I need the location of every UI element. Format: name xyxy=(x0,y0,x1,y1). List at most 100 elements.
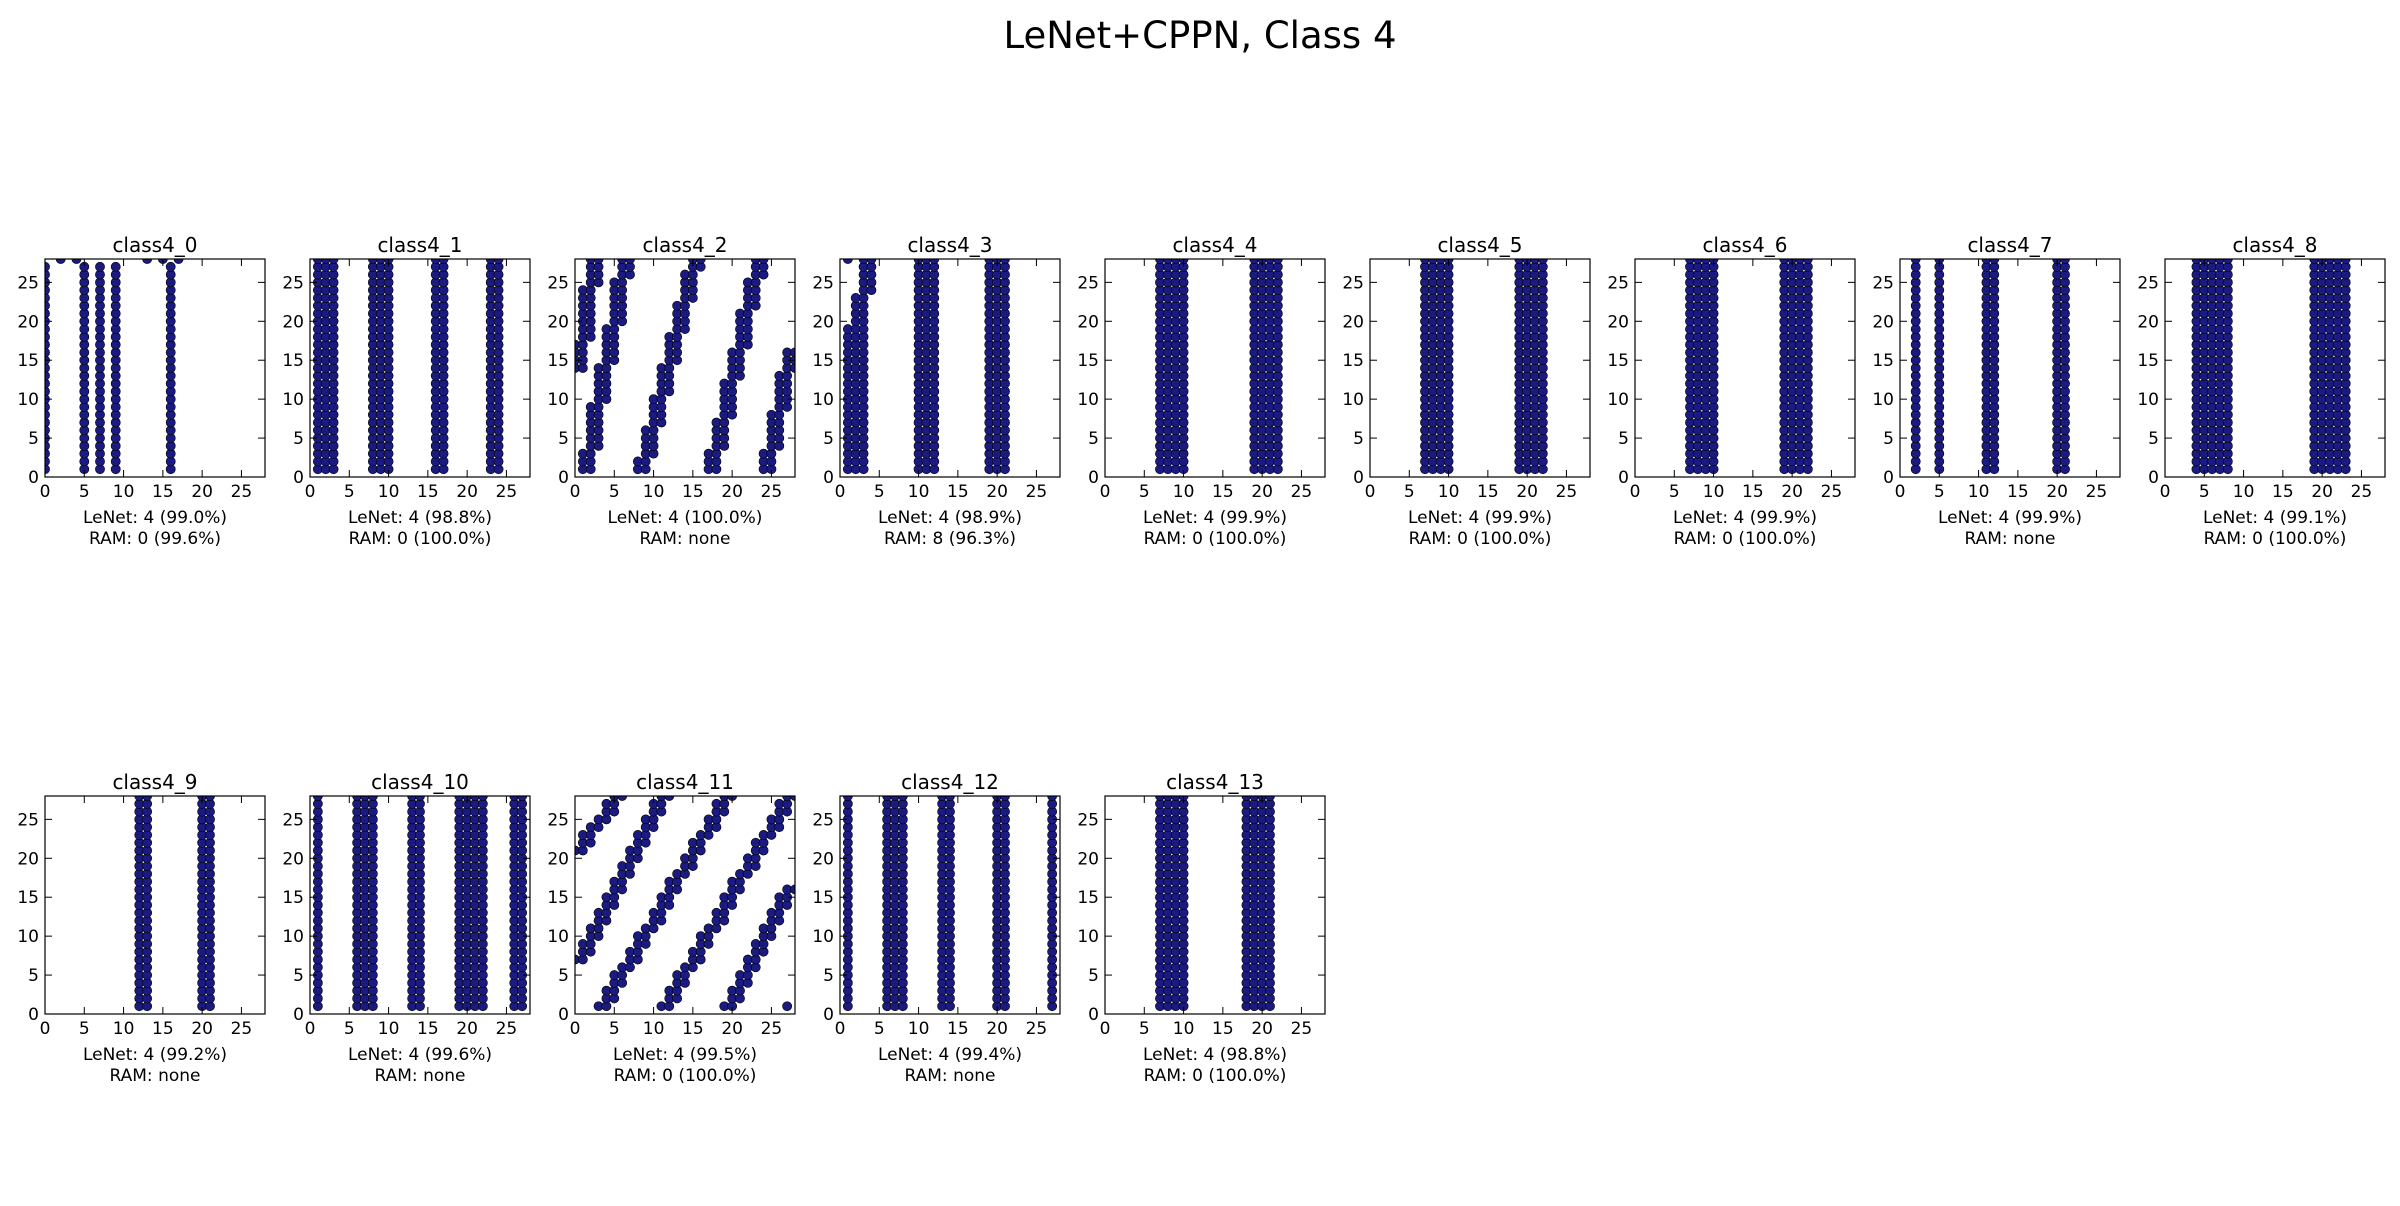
subplot-class4-11: 0 5 10 15 20 25 0 5 10 15 20 25 class4_11 LeNet: 4 (9… xyxy=(547,770,796,1086)
y-tick-label: 15 xyxy=(17,888,39,908)
subplot-title: class4_11 xyxy=(636,770,734,794)
y-tick-label: 20 xyxy=(282,849,304,869)
y-tick-label: 25 xyxy=(547,273,569,293)
data-point xyxy=(2215,259,2225,264)
y-tick-label: 20 xyxy=(1607,312,1629,332)
data-point xyxy=(1795,259,1805,264)
plot-frame xyxy=(1104,795,1326,1015)
x-tick-label: 20 xyxy=(456,482,478,502)
x-tick-label: 0 xyxy=(835,482,846,502)
data-point xyxy=(858,259,869,264)
caption-lenet: LeNet: 4 (98.8%) xyxy=(1143,1045,1287,1065)
x-tick-label: 0 xyxy=(40,482,51,502)
y-tick-label: 10 xyxy=(812,390,834,410)
caption-ram: RAM: 0 (100.0%) xyxy=(2204,529,2347,549)
y-tick-label: 0 xyxy=(1088,468,1099,488)
y-tick-label: 5 xyxy=(1088,429,1099,449)
subplot-title: class4_7 xyxy=(1967,233,2052,257)
y-tick-label: 25 xyxy=(17,273,39,293)
y-tick-label: 25 xyxy=(547,810,569,830)
x-tick-label: 15 xyxy=(152,1019,174,1039)
y-tick-label: 20 xyxy=(547,849,569,869)
figure-title: LeNet+CPPN, Class 4 xyxy=(1003,14,1397,57)
x-tick-label: 0 xyxy=(305,1019,316,1039)
y-tick-label: 10 xyxy=(547,390,569,410)
y-tick-label: 0 xyxy=(823,468,834,488)
x-tick-label: 5 xyxy=(79,1019,90,1039)
x-tick-label: 10 xyxy=(908,482,930,502)
x-tick-label: 10 xyxy=(1173,482,1195,502)
data-points xyxy=(1155,796,1275,1012)
x-tick-label: 0 xyxy=(40,1019,51,1039)
data-points xyxy=(45,259,184,475)
data-points xyxy=(2191,259,2351,475)
data-point xyxy=(320,259,331,264)
caption-lenet: LeNet: 4 (99.9%) xyxy=(1143,508,1287,528)
y-tick-label: 0 xyxy=(1353,468,1364,488)
plot-area xyxy=(45,796,265,1014)
data-point xyxy=(71,259,82,264)
data-point xyxy=(142,259,153,264)
data-point xyxy=(2207,259,2218,264)
x-tick-label: 10 xyxy=(1968,482,1990,502)
data-point xyxy=(438,259,449,264)
subplot-class4-0: 0 5 10 15 20 25 0 5 10 15 20 25 class4_0 LeNet: 4 (99… xyxy=(17,233,266,549)
caption-ram: RAM: 0 (99.6%) xyxy=(89,529,221,549)
y-tick-label: 10 xyxy=(282,927,304,947)
y-tick-label: 5 xyxy=(1883,429,1894,449)
y-tick-label: 20 xyxy=(17,312,39,332)
caption-lenet: LeNet: 4 (99.2%) xyxy=(83,1045,227,1065)
data-point xyxy=(375,259,386,264)
y-tick-label: 5 xyxy=(1353,429,1364,449)
y-tick-label: 10 xyxy=(2137,390,2159,410)
x-tick-label: 20 xyxy=(1781,482,1803,502)
x-tick-label: 5 xyxy=(609,1019,620,1039)
data-point xyxy=(328,259,339,264)
data-point xyxy=(921,259,932,264)
y-tick-label: 15 xyxy=(1077,351,1099,371)
data-point xyxy=(1155,259,1165,264)
data-point xyxy=(95,261,105,272)
y-tick-label: 20 xyxy=(1077,312,1099,332)
y-tick-label: 0 xyxy=(1618,468,1629,488)
x-tick-label: 10 xyxy=(1703,482,1725,502)
data-point xyxy=(2309,259,2320,264)
y-tick-label: 0 xyxy=(823,1005,834,1025)
data-point xyxy=(758,259,769,264)
subplot-title: class4_8 xyxy=(2232,233,2317,257)
data-points xyxy=(1685,259,1813,475)
x-tick-label: 25 xyxy=(2351,482,2373,502)
y-tick-label: 15 xyxy=(2137,351,2159,371)
data-point xyxy=(929,259,940,264)
subplot-title: class4_4 xyxy=(1172,233,1257,257)
data-point xyxy=(866,259,877,264)
x-tick-label: 15 xyxy=(682,1019,704,1039)
data-point xyxy=(1249,259,1260,264)
caption-ram: RAM: 0 (100.0%) xyxy=(614,1066,757,1086)
y-tick-label: 25 xyxy=(1077,273,1099,293)
data-point xyxy=(1162,259,1173,264)
data-point xyxy=(2060,259,2070,264)
subplot-title: class4_10 xyxy=(371,770,469,794)
x-tick-label: 20 xyxy=(2311,482,2333,502)
subplot-class4-5: 0 5 10 15 20 25 0 5 10 15 20 25 class4_5 LeNet: 4 (99… xyxy=(1342,233,1591,549)
x-tick-label: 20 xyxy=(2046,482,2068,502)
plot-frame xyxy=(839,258,1061,478)
data-points xyxy=(575,259,795,475)
y-tick-label: 20 xyxy=(1872,312,1894,332)
data-point xyxy=(2332,259,2343,264)
y-tick-label: 25 xyxy=(282,810,304,830)
caption-lenet: LeNet: 4 (98.8%) xyxy=(348,508,492,528)
data-point xyxy=(1779,259,1790,264)
y-tick-label: 5 xyxy=(2148,429,2159,449)
caption-ram: RAM: 0 (100.0%) xyxy=(1674,529,1817,549)
y-tick-label: 15 xyxy=(1607,351,1629,371)
x-tick-label: 25 xyxy=(761,482,783,502)
y-tick-label: 15 xyxy=(812,888,834,908)
x-tick-label: 0 xyxy=(2160,482,2171,502)
y-tick-label: 0 xyxy=(1088,1005,1099,1025)
x-tick-label: 15 xyxy=(1742,482,1764,502)
y-tick-label: 10 xyxy=(1872,390,1894,410)
subplot-class4-1: 0 5 10 15 20 25 0 5 10 15 20 25 class4_1 LeNet: 4 (98… xyxy=(282,233,531,549)
y-tick-label: 25 xyxy=(1342,273,1364,293)
